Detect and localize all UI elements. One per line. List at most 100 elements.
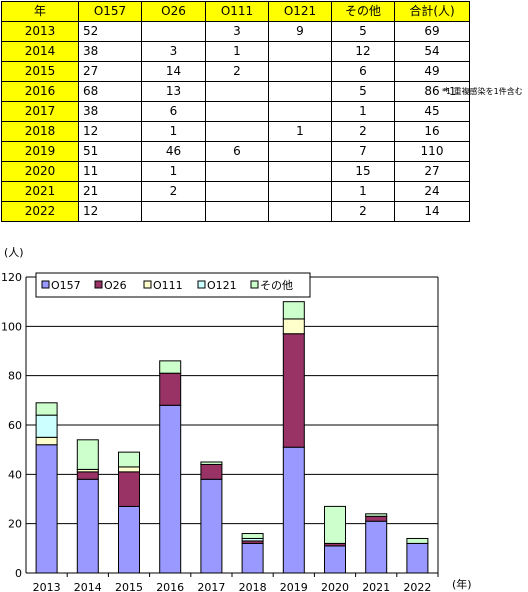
cell-other-value: 5: [359, 84, 367, 98]
cell-o157-value: 21: [83, 184, 99, 198]
cell-other-value: 15: [355, 164, 371, 178]
table-row: 2018 12 1 1 2 16: [1, 121, 470, 142]
legend-label: その他: [260, 279, 293, 292]
bar-segment-O157: [324, 545, 346, 574]
bar-segment-その他: [200, 461, 223, 465]
cell-total-value: 45: [424, 104, 440, 118]
legend-label: O111: [153, 279, 183, 292]
cell-o111-value: 6: [233, 144, 241, 158]
cell-total-value: 86: [424, 84, 440, 98]
table-row: 2019 51 46 6 7 110: [1, 141, 470, 162]
cell-other-value: 6: [359, 64, 367, 78]
cell-o157: 38: [78, 101, 142, 122]
bar-segment-O157: [282, 446, 305, 574]
cell-total: 45: [394, 101, 470, 122]
bar-segment-O111: [118, 466, 140, 473]
bar-segment-O157: [118, 505, 140, 574]
cell-year: 2021: [1, 181, 79, 202]
cell-total: 110: [394, 141, 470, 162]
cell-other-value: 5: [359, 24, 367, 38]
cell-o157: 38: [78, 41, 142, 62]
bar-segment-その他: [365, 513, 388, 517]
cell-o26-value: 2: [169, 184, 178, 198]
legend-swatch: [41, 280, 50, 289]
cell-year-value: 2021: [24, 184, 56, 198]
x-tick-label: 2013: [33, 581, 61, 592]
header-o157: O157: [78, 1, 142, 22]
bar-segment-O157: [200, 478, 223, 574]
bar-segment-O157: [365, 520, 388, 574]
y-tick-label: 40: [8, 468, 22, 481]
cell-o157-value: 38: [83, 104, 99, 118]
cell-o157: 11: [78, 161, 142, 182]
bar-segment-O26: [76, 471, 99, 480]
bar-segment-O26: [282, 333, 305, 448]
cell-year-value: 2013: [24, 24, 56, 38]
cell-o157-value: 27: [83, 64, 99, 78]
bar-segment-O26: [200, 463, 223, 480]
cell-o157: 27: [78, 61, 142, 82]
cell-o26-value: 6: [169, 104, 178, 118]
y-tick-label: 20: [8, 518, 22, 531]
y-axis-title: (人): [4, 246, 24, 259]
cell-year-value: 2022: [24, 204, 56, 218]
bar-segment-その他: [118, 451, 140, 468]
y-tick-label: 60: [8, 419, 22, 432]
header-o121: O121: [268, 1, 332, 22]
bar-segment-O157: [406, 542, 429, 574]
cell-o26: 14: [141, 61, 206, 82]
cell-year: 2017: [1, 101, 79, 122]
cell-year: 2019: [1, 141, 79, 162]
x-tick-label: 2019: [280, 581, 308, 592]
header-o26: O26: [141, 1, 206, 22]
cell-o26-value: 1: [169, 124, 178, 138]
cell-total-value: 27: [424, 164, 440, 178]
cell-total-value: 24: [424, 184, 440, 198]
legend-swatch: [197, 280, 206, 289]
legend-label: O157: [51, 279, 81, 292]
cell-total-value: 49: [424, 64, 440, 78]
cell-o26-value: 46: [165, 144, 182, 158]
bar-segment-O111: [282, 318, 305, 335]
cell-o121-value: 9: [296, 24, 304, 38]
header-total: 合計(人): [394, 1, 470, 22]
cell-year: 2022: [1, 201, 79, 222]
table-row: 2017 38 6 1 45: [1, 101, 470, 122]
bar-segment-O26: [159, 372, 182, 406]
cell-o157-value: 52: [83, 24, 99, 38]
cell-year-value: 2016: [24, 84, 56, 98]
legend-swatch: [143, 280, 152, 289]
bar-segment-その他: [241, 533, 264, 539]
x-tick-label: 2018: [239, 581, 267, 592]
bar-segment-その他: [159, 360, 182, 374]
bar-segment-O157: [76, 478, 99, 574]
cell-o111-value: 2: [233, 64, 241, 78]
footnote: *1 重複感染を1件含む: [442, 87, 523, 96]
cell-o157-value: 38: [83, 44, 99, 58]
cell-total-value: 69: [424, 24, 440, 38]
cell-o26: 46: [141, 141, 206, 162]
cell-o26-value: 14: [165, 64, 182, 78]
cell-year: 2015: [1, 61, 79, 82]
cell-total: 86 *1: [394, 81, 470, 102]
bar-segment-その他: [324, 505, 346, 544]
cell-year-value: 2015: [24, 64, 56, 78]
cell-o157-value: 11: [83, 164, 99, 178]
x-axis-title: (年): [452, 577, 472, 591]
y-tick-label: 120: [1, 271, 22, 284]
bar-segment-O157: [159, 404, 182, 574]
cell-other: 2: [331, 201, 395, 222]
bar-segment-O26: [118, 471, 140, 507]
x-tick-label: 2021: [362, 581, 390, 592]
bar-segment-O26: [365, 515, 388, 522]
cell-o157-value: 51: [83, 144, 99, 158]
bar-segment-その他: [76, 439, 99, 470]
cell-o111-value: 3: [233, 24, 241, 38]
bar-segment-その他: [35, 402, 58, 416]
table-row: 2016 68 13 5 86 *1: [1, 81, 470, 102]
cell-other-value: 2: [359, 124, 367, 138]
cell-year: 2014: [1, 41, 79, 62]
cell-o111-value: 1: [233, 44, 241, 58]
cell-o121-value: 1: [296, 124, 304, 138]
total-footnote-mark: *1: [443, 85, 457, 98]
